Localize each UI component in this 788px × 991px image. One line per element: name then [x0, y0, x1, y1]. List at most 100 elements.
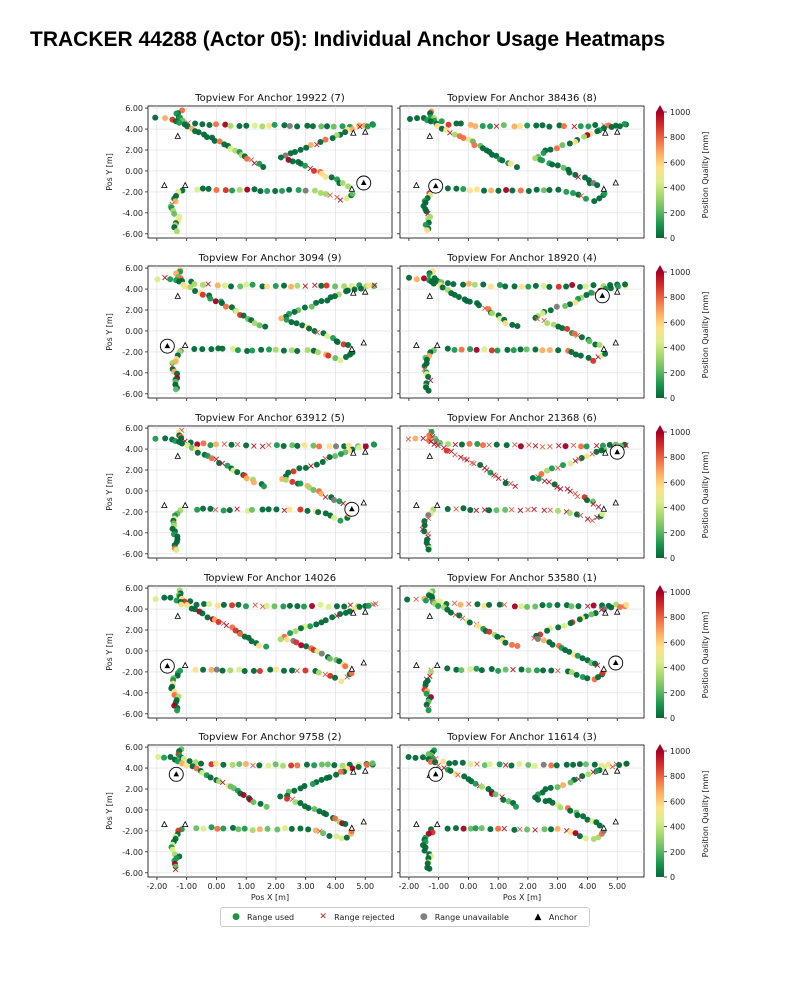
used-point: [251, 186, 258, 193]
used-point: [229, 187, 236, 194]
used-point: [533, 122, 540, 129]
used-point: [585, 771, 592, 778]
used-point: [425, 830, 432, 837]
anchor-marker: [433, 661, 441, 669]
used-point: [176, 278, 183, 285]
used-point: [561, 622, 568, 629]
used-point: [467, 121, 474, 128]
used-point: [532, 155, 539, 162]
colorbar-tick-label: 800: [670, 453, 685, 462]
used-point: [514, 642, 521, 649]
y-tick-label: -2.00: [122, 827, 143, 836]
used-point: [342, 609, 349, 616]
y-tick-label: 4.00: [125, 605, 143, 614]
used-point: [199, 346, 206, 353]
used-point: [326, 443, 333, 450]
used-point: [423, 701, 430, 708]
used-point: [622, 281, 629, 288]
used-point: [291, 787, 298, 794]
used-point: [242, 760, 249, 767]
used-point: [302, 162, 309, 169]
used-point: [546, 347, 553, 354]
used-point: [461, 773, 468, 780]
used-point: [567, 460, 574, 467]
rejected-point: [531, 506, 537, 513]
colorbar-tick-label: 400: [670, 184, 685, 193]
unavailable-point: [318, 650, 325, 657]
used-point: [475, 302, 482, 309]
rejected-point: [302, 283, 309, 289]
rejected-point: [590, 769, 596, 775]
used-point: [288, 283, 295, 290]
anchor-marker: [361, 288, 369, 295]
used-point: [332, 453, 339, 460]
used-point: [220, 601, 227, 608]
used-point: [319, 458, 326, 465]
used-point: [343, 834, 350, 841]
used-point: [226, 507, 233, 514]
anchor-marker: [602, 609, 609, 616]
used-point: [473, 665, 480, 672]
anchor-marker: [350, 289, 357, 296]
anchor-marker: [413, 181, 420, 189]
used-point: [540, 667, 547, 674]
used-point: [212, 760, 219, 767]
x-tick-label: -2.00: [147, 882, 168, 891]
rejected-point: [495, 475, 502, 482]
rejected-point: [372, 601, 379, 607]
used-point: [227, 667, 234, 674]
used-point: [426, 432, 433, 439]
used-point: [576, 833, 583, 840]
used-point: [487, 826, 494, 833]
used-point: [509, 187, 516, 194]
anchor-marker: [350, 449, 357, 456]
y-tick-label: 0.00: [125, 327, 143, 336]
used-point: [297, 506, 304, 513]
used-point: [583, 291, 590, 298]
used-point: [457, 120, 464, 127]
used-point: [523, 346, 530, 353]
used-point: [237, 283, 244, 290]
used-point: [219, 667, 226, 674]
used-point: [324, 297, 331, 304]
used-point: [453, 666, 460, 673]
used-point: [167, 594, 174, 601]
used-point: [320, 830, 327, 837]
used-point: [271, 121, 278, 128]
used-point: [200, 825, 207, 832]
used-point: [256, 826, 263, 833]
used-point: [446, 760, 453, 767]
used-point: [425, 546, 432, 553]
used-point: [227, 145, 234, 152]
colorbar: [656, 112, 664, 238]
used-point: [548, 465, 555, 472]
used-point: [496, 761, 503, 768]
used-point: [200, 666, 207, 673]
used-point: [460, 825, 467, 832]
rejected-point: [447, 130, 453, 136]
anchor-marker: [612, 818, 619, 825]
used-point: [152, 114, 159, 121]
used-point: [533, 667, 540, 674]
rejected-point: [501, 825, 507, 832]
used-point: [198, 760, 205, 767]
used-point: [495, 667, 502, 674]
used-point: [488, 347, 495, 354]
active-anchor-marker: [360, 179, 367, 185]
used-point: [314, 349, 321, 356]
used-point: [227, 122, 234, 129]
used-point: [460, 505, 467, 512]
used-point: [424, 227, 431, 234]
used-point: [257, 800, 264, 807]
rejected-point: [571, 123, 578, 130]
rejected-point: [334, 613, 340, 619]
rejected-point: [212, 507, 219, 513]
used-point: [554, 602, 561, 609]
colorbar: [656, 592, 664, 718]
legend-item-anchor: ▲ Anchor: [533, 912, 577, 922]
used-point: [316, 443, 323, 450]
used-point: [162, 115, 169, 122]
used-point: [563, 188, 570, 195]
used-point: [228, 441, 235, 448]
